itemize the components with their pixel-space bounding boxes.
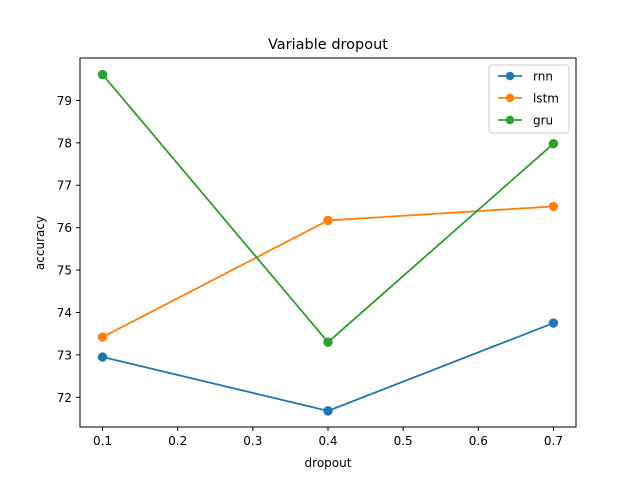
y-tick-label: 72	[57, 391, 72, 405]
legend-item-gru: gru	[498, 114, 553, 128]
y-tick-label: 78	[57, 136, 72, 150]
data-point-lstm	[97, 332, 108, 342]
series-gru	[97, 69, 559, 347]
y-tick-label: 77	[57, 179, 72, 193]
x-axis-label: dropout	[305, 456, 352, 470]
legend-label: gru	[533, 114, 553, 128]
x-tick-label: 0.3	[243, 434, 262, 448]
legend-item-lstm: lstm	[498, 92, 559, 106]
x-tick-label: 0.7	[544, 434, 563, 448]
x-tick-label: 0.2	[168, 434, 187, 448]
series-rnn	[97, 318, 559, 416]
legend-label: lstm	[533, 92, 559, 106]
y-tick-label: 76	[57, 221, 72, 235]
data-point-rnn	[323, 406, 333, 416]
data-point-gru	[323, 337, 333, 347]
y-axis-label: accuracy	[33, 216, 47, 270]
series-lstm	[97, 201, 559, 342]
data-point-lstm	[323, 215, 333, 226]
y-axis: 72 73 74 75 76 77 78 79	[57, 94, 80, 405]
legend: rnn lstm gru	[488, 64, 570, 134]
data-point-lstm	[548, 201, 559, 212]
x-axis: 0.1 0.2 0.3 0.4 0.5 0.6 0.7	[93, 427, 563, 448]
legend-label: rnn	[533, 70, 553, 84]
legend-item-rnn: rnn	[498, 70, 553, 84]
y-tick-label: 79	[57, 94, 72, 108]
chart-title: Variable dropout	[268, 37, 388, 53]
x-tick-label: 0.4	[318, 434, 337, 448]
y-tick-label: 75	[57, 264, 72, 278]
legend-swatch-marker	[505, 115, 515, 125]
data-point-gru	[97, 69, 108, 80]
x-tick-label: 0.1	[93, 434, 112, 448]
x-tick-label: 0.5	[394, 434, 413, 448]
series-layer	[97, 69, 559, 416]
legend-swatch-marker	[505, 93, 515, 103]
data-point-rnn	[548, 318, 559, 328]
y-tick-label: 73	[57, 348, 72, 362]
data-point-rnn	[97, 352, 108, 362]
x-tick-label: 0.6	[469, 434, 488, 448]
legend-swatch-marker	[505, 71, 515, 81]
y-tick-label: 74	[57, 306, 72, 320]
data-point-gru	[548, 138, 559, 149]
